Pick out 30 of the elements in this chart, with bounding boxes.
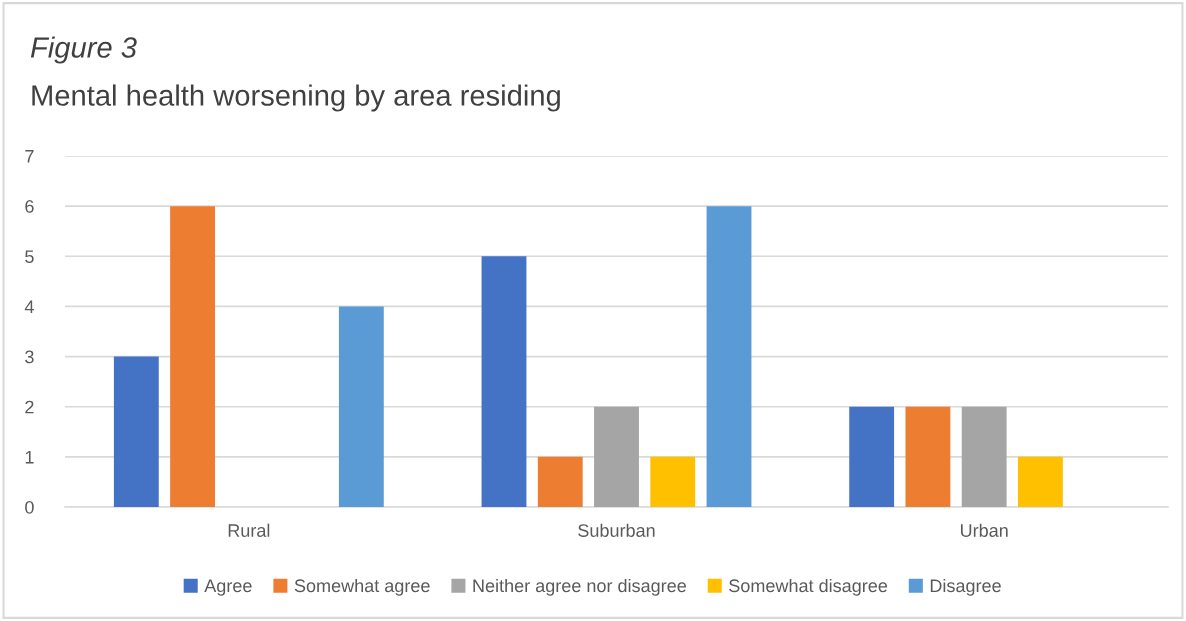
x-tick-label: Urban [960,523,1008,537]
legend-label: Somewhat disagree [729,578,888,596]
legend-label: Neither agree nor disagree [473,578,686,596]
y-tick-label: 4 [24,300,34,313]
bar [650,456,696,507]
x-tick-label: Suburban [578,523,655,537]
bar [905,406,951,507]
y-tick-label: 5 [25,250,34,264]
chart-subtitle: Mental health worsening by area residing [32,84,560,112]
chart-title: Figure 3 [30,36,137,64]
y-tick-label: 7 [25,150,34,163]
bar [481,256,527,507]
bar [706,206,752,507]
bar [113,356,159,507]
bar [1017,456,1063,507]
bar [849,406,895,507]
legend-label: Agree [204,579,252,596]
y-tick-label: 3 [25,350,34,364]
legend-label: Disagree [930,578,1001,596]
y-tick-label: 1 [25,450,34,464]
bar [338,306,384,507]
y-tick-label: 0 [25,500,34,514]
y-tick-label: 2 [25,400,34,414]
bar [961,406,1007,507]
bar [537,456,583,507]
bar [170,206,216,507]
bar [594,406,639,507]
legend-label: Somewhat agree [294,578,430,596]
y-tick-label: 6 [25,200,34,213]
x-tick-label: Rural [228,523,270,537]
